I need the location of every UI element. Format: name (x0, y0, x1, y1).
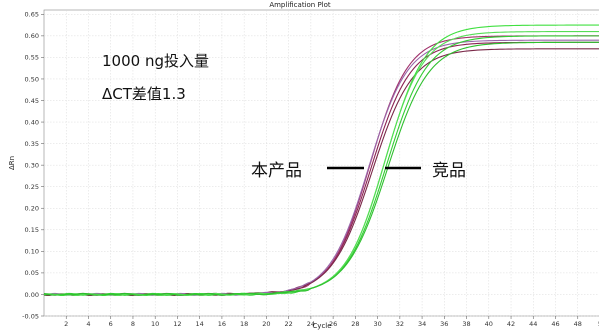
plot-area (43, 9, 599, 317)
series-group (43, 24, 599, 297)
y-tick-label: 0.20 (25, 205, 39, 213)
x-tick-label: 6 (109, 320, 113, 328)
y-tick-label: 0.55 (25, 54, 39, 62)
x-tick-label: 34 (418, 320, 426, 328)
label-competitor: 竞品 (432, 161, 466, 181)
y-tick-label: 0.25 (25, 183, 39, 191)
x-tick-label: 44 (529, 320, 537, 328)
y-axis-title: ΔRn (8, 156, 16, 170)
x-tick-label: 32 (396, 320, 404, 328)
x-tick-label: 10 (151, 320, 159, 328)
chart-title: Amplification Plot (269, 1, 331, 9)
x-tick-label: 48 (574, 320, 582, 328)
y-tick-label: 0.50 (25, 75, 39, 83)
y-tick-label: -0.05 (22, 312, 39, 320)
x-axis: 2 4 6 8 10 12 14 16 18 20 22 24 26 28 30 32 34 36 38 40 42 44… (64, 316, 599, 328)
y-tick-label: 0.40 (25, 118, 39, 126)
y-tick-label: 0.30 (25, 161, 39, 169)
x-tick-label: 42 (507, 320, 515, 328)
x-tick-label: 36 (440, 320, 448, 328)
x-tick-label: 18 (240, 320, 248, 328)
x-tick-label: 2 (64, 320, 68, 328)
x-tick-label: 12 (173, 320, 181, 328)
x-tick-label: 38 (462, 320, 470, 328)
y-tick-label: 0.35 (25, 140, 39, 148)
x-tick-label: 14 (196, 320, 204, 328)
x-tick-label: 30 (373, 320, 381, 328)
y-tick-label: 0.65 (25, 11, 39, 19)
x-tick-label: 4 (86, 320, 90, 328)
y-tick-label: 0.05 (25, 269, 39, 277)
y-tick-label: 0.10 (25, 248, 39, 256)
x-tick-label: 20 (262, 320, 270, 328)
grid (44, 10, 599, 317)
y-tick-label: 0.15 (25, 226, 39, 234)
x-tick-label: 24 (307, 320, 315, 328)
x-tick-label: 28 (351, 320, 359, 328)
y-tick-label: 0.60 (25, 32, 39, 40)
x-tick-label: 46 (551, 320, 559, 328)
x-tick-label: 16 (218, 320, 226, 328)
x-tick-label: 5 (598, 320, 599, 328)
y-axis: -0.05 0.00 0.05 0.10 0.15 0.20 0.25 0.30 0.35 0.4… (22, 11, 44, 320)
series-line (43, 41, 599, 296)
y-tick-label: 0.45 (25, 97, 39, 105)
x-tick-label: 22 (284, 320, 292, 328)
annotation-delta-ct: ΔCT差值1.3 (102, 85, 186, 103)
x-tick-label: 26 (329, 320, 337, 328)
x-tick-label: 40 (485, 320, 493, 328)
x-axis-title: Cycle (312, 322, 331, 330)
label-our-product: 本产品 (251, 161, 302, 181)
y-tick-label: 0.00 (25, 291, 39, 299)
annotation-amount: 1000 ng投入量 (102, 52, 209, 70)
x-tick-label: 8 (131, 320, 135, 328)
